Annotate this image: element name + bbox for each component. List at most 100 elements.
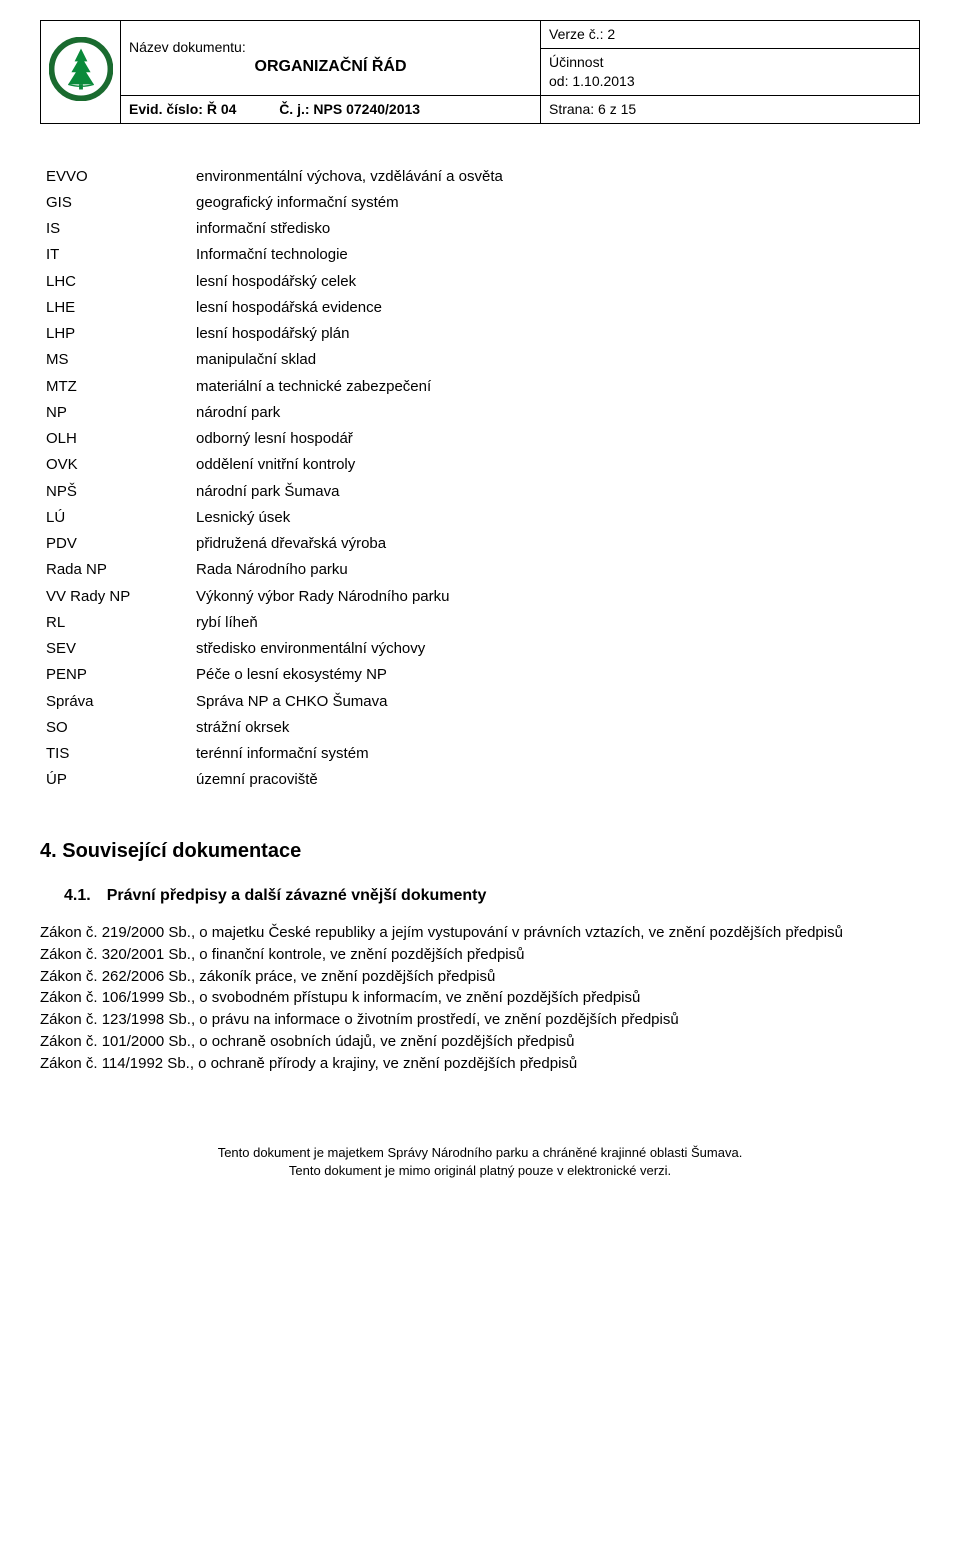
law-line: Zákon č. 262/2006 Sb., zákoník práce, ve… (40, 966, 920, 988)
abbrev-value: materiální a technické zabezpečení (190, 374, 920, 400)
abbrev-value: Správa NP a CHKO Šumava (190, 689, 920, 715)
abbrev-row: RLrybí líheň (40, 610, 920, 636)
abbrev-key: ÚP (40, 767, 190, 793)
abbrev-value: středisko environmentální výchovy (190, 636, 920, 662)
abbrev-key: NPŠ (40, 479, 190, 505)
subsection-title: 4.1. Právní předpisy a další závazné vně… (64, 885, 920, 907)
doc-title: ORGANIZAČNÍ ŘÁD (129, 56, 532, 78)
law-line: Zákon č. 106/1999 Sb., o svobodném příst… (40, 987, 920, 1009)
abbrev-value: Rada Národního parku (190, 557, 920, 583)
abbrev-value: terénní informační systém (190, 741, 920, 767)
abbrev-value: lesní hospodářský celek (190, 269, 920, 295)
abbrev-key: PENP (40, 662, 190, 688)
abbrev-row: LHElesní hospodářská evidence (40, 295, 920, 321)
law-line: Zákon č. 114/1992 Sb., o ochraně přírody… (40, 1053, 920, 1075)
abbrev-key: IT (40, 242, 190, 268)
abbrev-value: rybí líheň (190, 610, 920, 636)
abbrev-value: geografický informační systém (190, 190, 920, 216)
abbrev-row: NPnárodní park (40, 400, 920, 426)
effect-label: Účinnost (549, 54, 603, 70)
abbrev-value: Výkonný výbor Rady Národního parku (190, 584, 920, 610)
park-logo-icon (49, 37, 113, 101)
abbrev-row: LÚLesnický úsek (40, 505, 920, 531)
abbrev-key: PDV (40, 531, 190, 557)
abbrev-value: Péče o lesní ekosystémy NP (190, 662, 920, 688)
evid-cell: Evid. číslo: Ř 04 Č. j.: NPS 07240/2013 (121, 95, 541, 123)
effect-date: od: 1.10.2013 (549, 73, 635, 89)
evid-value: Ř 04 (207, 101, 237, 117)
document-header: Název dokumentu: ORGANIZAČNÍ ŘÁD Verze č… (40, 20, 920, 124)
abbrev-key: Správa (40, 689, 190, 715)
abbrev-key: OLH (40, 426, 190, 452)
abbrev-key: MTZ (40, 374, 190, 400)
abbrev-row: ISinformační středisko (40, 216, 920, 242)
law-line: Zákon č. 219/2000 Sb., o majetku České r… (40, 922, 920, 944)
abbrev-table: EVVOenvironmentální výchova, vzdělávání … (40, 164, 920, 794)
section-title: 4. Související dokumentace (40, 838, 920, 865)
abbrev-row: ITInformační technologie (40, 242, 920, 268)
abbrev-key: EVVO (40, 164, 190, 190)
abbrev-value: Lesnický úsek (190, 505, 920, 531)
logo-cell (41, 21, 121, 124)
abbrev-row: MTZmateriální a technické zabezpečení (40, 374, 920, 400)
page-footer: Tento dokument je majetkem Správy Národn… (40, 1144, 920, 1179)
abbrev-value: manipulační sklad (190, 347, 920, 373)
abbrev-row: PENPPéče o lesní ekosystémy NP (40, 662, 920, 688)
abbrev-row: TISterénní informační systém (40, 741, 920, 767)
abbrev-row: LHClesní hospodářský celek (40, 269, 920, 295)
abbrev-value: lesní hospodářská evidence (190, 295, 920, 321)
abbrev-value: územní pracoviště (190, 767, 920, 793)
abbrev-key: SO (40, 715, 190, 741)
abbrev-key: LHE (40, 295, 190, 321)
abbrev-key: VV Rady NP (40, 584, 190, 610)
abbrev-key: NP (40, 400, 190, 426)
abbrev-key: LÚ (40, 505, 190, 531)
abbrev-value: oddělení vnitřní kontroly (190, 452, 920, 478)
cj-label: Č. j.: (279, 101, 309, 117)
abbrev-key: MS (40, 347, 190, 373)
evid-label: Evid. číslo: (129, 101, 203, 117)
abbrev-row: Rada NPRada Národního parku (40, 557, 920, 583)
abbrev-key: TIS (40, 741, 190, 767)
abbrev-value: odborný lesní hospodář (190, 426, 920, 452)
law-line: Zákon č. 123/1998 Sb., o právu na inform… (40, 1009, 920, 1031)
cj-value: NPS 07240/2013 (313, 101, 420, 117)
abbrev-key: Rada NP (40, 557, 190, 583)
laws-block: Zákon č. 219/2000 Sb., o majetku České r… (40, 922, 920, 1074)
abbrev-value: environmentální výchova, vzdělávání a os… (190, 164, 920, 190)
abbrev-key: RL (40, 610, 190, 636)
abbrev-value: Informační technologie (190, 242, 920, 268)
abbrev-row: ÚPúzemní pracoviště (40, 767, 920, 793)
abbrev-row: SprávaSpráva NP a CHKO Šumava (40, 689, 920, 715)
abbrev-key: LHC (40, 269, 190, 295)
abbrev-row: VV Rady NPVýkonný výbor Rady Národního p… (40, 584, 920, 610)
effect-cell: Účinnost od: 1.10.2013 (541, 48, 920, 95)
doc-title-cell: Název dokumentu: ORGANIZAČNÍ ŘÁD (121, 21, 541, 96)
abbrev-row: OLHodborný lesní hospodář (40, 426, 920, 452)
abbrev-row: GISgeografický informační systém (40, 190, 920, 216)
version-cell: Verze č.: 2 (541, 21, 920, 49)
abbrev-row: OVKoddělení vnitřní kontroly (40, 452, 920, 478)
abbrev-row: PDVpřidružená dřevařská výroba (40, 531, 920, 557)
abbrev-row: LHPlesní hospodářský plán (40, 321, 920, 347)
abbrev-row: NPŠnárodní park Šumava (40, 479, 920, 505)
abbrev-value: strážní okrsek (190, 715, 920, 741)
page-cell: Strana: 6 z 15 (541, 95, 920, 123)
doc-name-label: Název dokumentu: (129, 38, 532, 57)
abbrev-key: LHP (40, 321, 190, 347)
abbrev-value: přidružená dřevařská výroba (190, 531, 920, 557)
abbrev-row: SOstrážní okrsek (40, 715, 920, 741)
abbrev-row: MSmanipulační sklad (40, 347, 920, 373)
abbrev-row: SEVstředisko environmentální výchovy (40, 636, 920, 662)
abbrev-key: SEV (40, 636, 190, 662)
law-line: Zákon č. 101/2000 Sb., o ochraně osobníc… (40, 1031, 920, 1053)
abbrev-key: OVK (40, 452, 190, 478)
abbrev-value: národní park Šumava (190, 479, 920, 505)
abbrev-value: národní park (190, 400, 920, 426)
abbrev-value: informační středisko (190, 216, 920, 242)
abbrev-value: lesní hospodářský plán (190, 321, 920, 347)
footer-line1: Tento dokument je majetkem Správy Národn… (40, 1144, 920, 1162)
abbrev-key: GIS (40, 190, 190, 216)
abbrev-key: IS (40, 216, 190, 242)
abbrev-row: EVVOenvironmentální výchova, vzdělávání … (40, 164, 920, 190)
